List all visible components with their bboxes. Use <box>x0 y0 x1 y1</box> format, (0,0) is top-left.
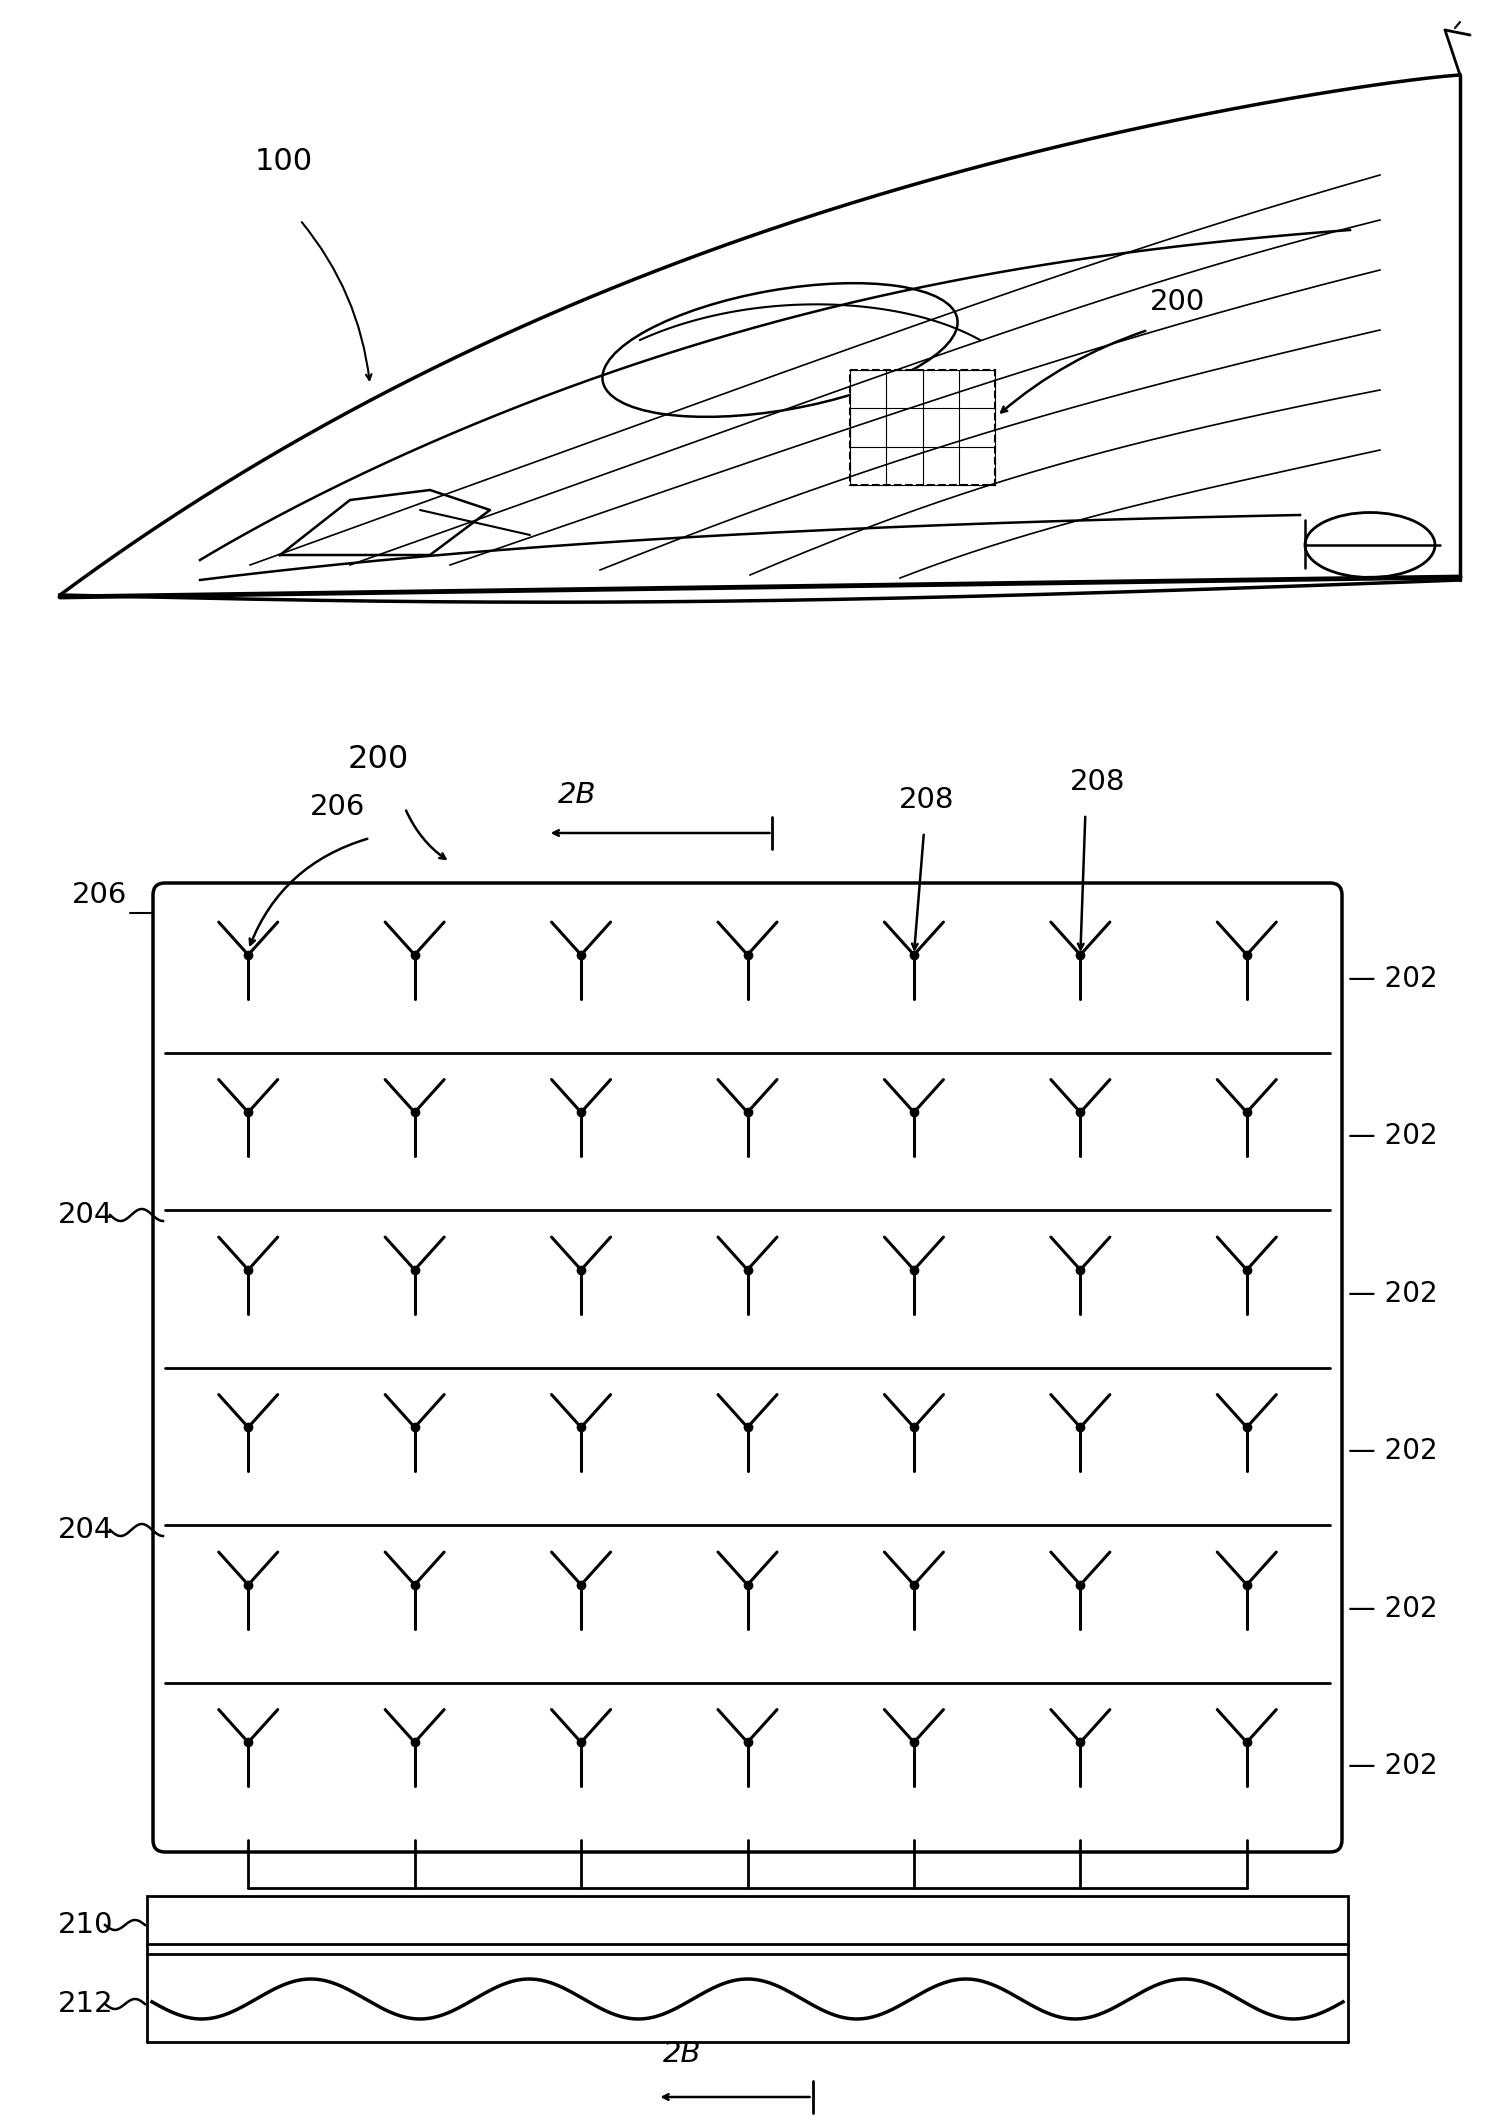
Text: 208: 208 <box>1070 769 1126 796</box>
Text: 210: 210 <box>58 1911 113 1938</box>
Text: — 202: — 202 <box>1347 1751 1438 1781</box>
Text: 206: 206 <box>310 794 366 822</box>
Text: — 202: — 202 <box>1347 964 1438 994</box>
Text: 100: 100 <box>255 146 313 176</box>
Text: 212: 212 <box>58 1989 113 2019</box>
FancyBboxPatch shape <box>154 883 1341 1851</box>
Text: 2B: 2B <box>558 781 597 809</box>
Bar <box>850 369 995 484</box>
Text: — 202: — 202 <box>1347 1280 1438 1308</box>
Bar <box>148 1896 1347 1945</box>
Text: 200: 200 <box>348 743 409 775</box>
Text: — 202: — 202 <box>1347 1437 1438 1465</box>
Text: 204: 204 <box>58 1516 113 1543</box>
Text: 200: 200 <box>1150 289 1206 316</box>
Text: 208: 208 <box>898 786 955 813</box>
Text: 204: 204 <box>58 1202 113 1229</box>
Text: 206: 206 <box>72 881 127 909</box>
Text: — 202: — 202 <box>1347 1123 1438 1151</box>
Text: 2B: 2B <box>662 2040 701 2068</box>
Text: — 202: — 202 <box>1347 1594 1438 1622</box>
